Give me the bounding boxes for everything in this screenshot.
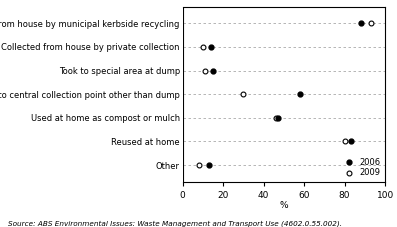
Legend: 2006, 2009: 2006, 2009 (341, 158, 381, 178)
X-axis label: %: % (279, 201, 288, 210)
Text: Source: ABS Environmental Issues: Waste Management and Transport Use (4602.0.55.: Source: ABS Environmental Issues: Waste … (8, 220, 342, 227)
